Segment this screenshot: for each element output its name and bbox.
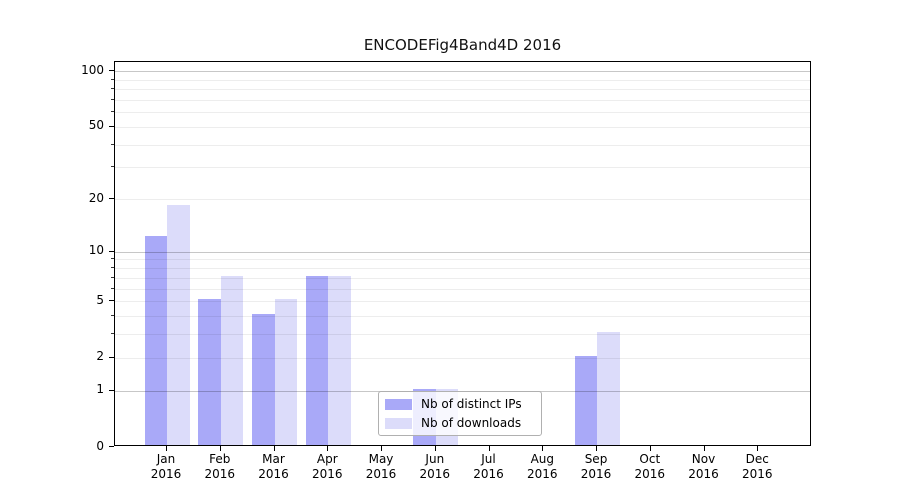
y-tick-mark [109, 198, 114, 199]
x-tick-sublabel: 2016 [473, 467, 504, 481]
grid-line-minor [115, 277, 810, 279]
bar-distinct-ips [198, 299, 221, 445]
x-tick-label: Dec 2016 [730, 452, 784, 482]
x-tick-label: Sep 2016 [569, 452, 623, 482]
y-tick-mark [109, 300, 114, 301]
y-minor-tick-mark [111, 333, 114, 335]
y-tick-label: 20 [88, 190, 104, 205]
bar-distinct-ips [144, 236, 167, 445]
grid-line-minor [115, 167, 810, 169]
grid-line-minor [115, 288, 810, 290]
y-minor-tick-mark [111, 258, 114, 260]
grid-line-minor [115, 199, 810, 200]
bar-distinct-ips [574, 355, 597, 445]
y-tick-mark [109, 389, 114, 391]
x-tick-sublabel: 2016 [419, 467, 451, 481]
y-minor-tick-mark [111, 287, 114, 289]
grid-line-minor [115, 259, 810, 261]
bar-downloads [274, 299, 297, 445]
x-tick-mark [166, 446, 167, 451]
x-tick-sublabel: 2016 [527, 467, 558, 481]
grid-line-major [115, 251, 810, 253]
y-minor-tick-mark [111, 267, 114, 268]
x-tick-mark [703, 446, 705, 451]
y-minor-tick-mark [111, 98, 114, 100]
legend-entry-distinct-ips: Nb of distinct IPs [385, 395, 535, 413]
x-tick-sublabel: 2016 [365, 467, 397, 481]
x-tick-mark [327, 446, 329, 451]
x-tick-mark [542, 446, 544, 451]
x-tick-label: Feb 2016 [193, 452, 247, 482]
legend-swatch-distinct-ips [385, 398, 412, 410]
chart-title: ENCODEFig4Band4D 2016 [363, 36, 562, 54]
x-tick-mark [488, 446, 490, 451]
y-tick-label: 0 [96, 438, 104, 453]
x-tick-label: Oct 2016 [623, 452, 677, 482]
x-tick-label: Jan 2016 [139, 452, 193, 482]
x-tick-sublabel: 2016 [742, 467, 773, 481]
bar-downloads [328, 275, 351, 445]
x-tick-sublabel: 2016 [258, 467, 289, 481]
x-tick-label: Nov 2016 [677, 452, 731, 482]
legend-entry-downloads: Nb of downloads [385, 414, 535, 432]
y-minor-tick-mark [111, 111, 114, 113]
x-tick-label: Jul 2016 [462, 452, 516, 482]
x-tick-label: Mar 2016 [247, 452, 301, 482]
grid-line-minor [115, 126, 810, 128]
legend-label-downloads: Nb of downloads [421, 416, 522, 430]
x-tick-sublabel: 2016 [204, 467, 236, 481]
x-tick-label: Apr 2016 [300, 452, 354, 482]
grid-line-minor [115, 89, 810, 90]
plot-area [114, 61, 811, 446]
legend-label-distinct-ips: Nb of distinct IPs [421, 397, 522, 411]
y-tick-label: 1 [96, 382, 104, 396]
y-tick-mark [109, 250, 114, 252]
y-minor-tick-mark [111, 276, 114, 278]
x-tick-sublabel: 2016 [688, 467, 719, 481]
bar-downloads [220, 275, 244, 445]
y-minor-tick-mark [111, 166, 114, 168]
bar-downloads [167, 205, 190, 445]
x-tick-sublabel: 2016 [312, 467, 343, 481]
y-minor-tick-mark [111, 143, 114, 145]
y-minor-tick-mark [111, 88, 114, 89]
y-tick-label: 5 [96, 292, 104, 307]
bar-distinct-ips [252, 313, 275, 445]
legend-swatch-downloads [385, 417, 412, 429]
grid-line-minor [115, 144, 810, 146]
y-tick-mark [109, 356, 114, 358]
x-tick-label: Aug 2016 [515, 452, 569, 482]
y-tick-label: 100 [81, 62, 104, 77]
bar-distinct-ips [305, 275, 329, 445]
x-tick-mark [757, 446, 759, 451]
x-tick-label: May 2016 [354, 452, 408, 482]
y-tick-label: 50 [88, 118, 104, 133]
grid-line-minor [115, 99, 810, 101]
grid-line-major [115, 71, 810, 72]
x-tick-mark [649, 446, 651, 451]
y-tick-label: 2 [96, 349, 104, 363]
x-tick-sublabel: 2016 [634, 467, 666, 481]
y-minor-tick-mark [111, 78, 114, 80]
x-tick-mark [219, 446, 221, 451]
x-tick-sublabel: 2016 [150, 467, 182, 481]
y-minor-tick-mark [111, 314, 114, 316]
x-tick-sublabel: 2016 [580, 467, 612, 481]
y-tick-mark [109, 446, 114, 447]
bar-downloads [597, 332, 620, 445]
grid-line-minor [115, 268, 810, 269]
y-tick-mark [109, 125, 114, 127]
x-tick-label: Jun 2016 [408, 452, 462, 482]
y-tick-label: 10 [88, 243, 104, 258]
x-tick-mark [273, 446, 275, 451]
y-tick-mark [109, 70, 114, 71]
grid-line-minor [115, 112, 810, 114]
grid-line-minor [115, 79, 810, 81]
x-tick-mark [596, 446, 597, 451]
x-tick-mark [381, 446, 382, 451]
x-tick-mark [434, 446, 436, 451]
legend: Nb of distinct IPs Nb of downloads [378, 391, 542, 436]
